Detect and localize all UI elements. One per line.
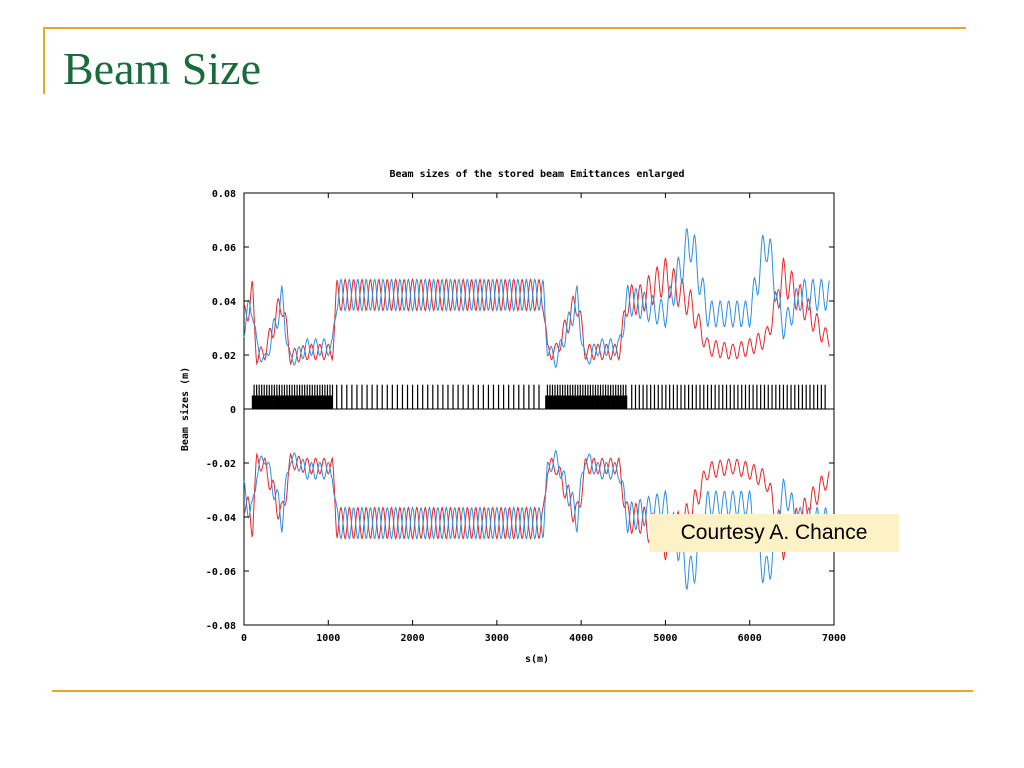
y-ticks: 0.08 0.06 0.04 0.02 0 -0.02 -0.04 -0.06 -0.08 xyxy=(206,189,834,632)
magnet-markers xyxy=(251,384,826,409)
x-tick-label: 4000 xyxy=(569,633,593,644)
x-tick-label: 7000 xyxy=(822,633,846,644)
bottom-accent-rule xyxy=(52,690,973,692)
series-line xyxy=(243,449,830,591)
y-tick-label: 0.04 xyxy=(212,297,236,308)
y-tick-label: -0.02 xyxy=(206,459,236,470)
y-tick-label: 0.08 xyxy=(212,189,236,200)
x-tick-label: 0 xyxy=(241,633,247,644)
x-ticks: 0 1000 2000 3000 4000 5000 6000 7000 xyxy=(241,193,846,644)
chart-title: Beam sizes of the stored beam Emittances… xyxy=(389,168,684,180)
y-tick-label: -0.06 xyxy=(206,567,236,578)
slide-title: Beam Size xyxy=(63,43,261,94)
y-tick-label: -0.08 xyxy=(206,621,236,632)
series-line xyxy=(243,452,830,561)
x-axis-label: s(m) xyxy=(525,654,549,665)
series-line xyxy=(243,227,830,369)
y-tick-label: 0 xyxy=(230,405,236,416)
data-series xyxy=(243,227,830,591)
x-tick-label: 1000 xyxy=(316,633,340,644)
x-tick-label: 6000 xyxy=(738,633,762,644)
x-tick-label: 3000 xyxy=(485,633,509,644)
series-line xyxy=(243,257,830,366)
y-tick-label: 0.06 xyxy=(212,243,236,254)
y-tick-label: -0.04 xyxy=(206,513,236,524)
x-tick-label: 5000 xyxy=(653,633,677,644)
x-tick-label: 2000 xyxy=(401,633,425,644)
title-accent-bar xyxy=(43,27,45,94)
courtesy-note: Courtesy A. Chance xyxy=(649,514,899,552)
y-tick-label: 0.02 xyxy=(212,351,236,362)
y-axis-label: Beam sizes (m) xyxy=(179,367,191,451)
top-accent-rule xyxy=(43,27,966,29)
